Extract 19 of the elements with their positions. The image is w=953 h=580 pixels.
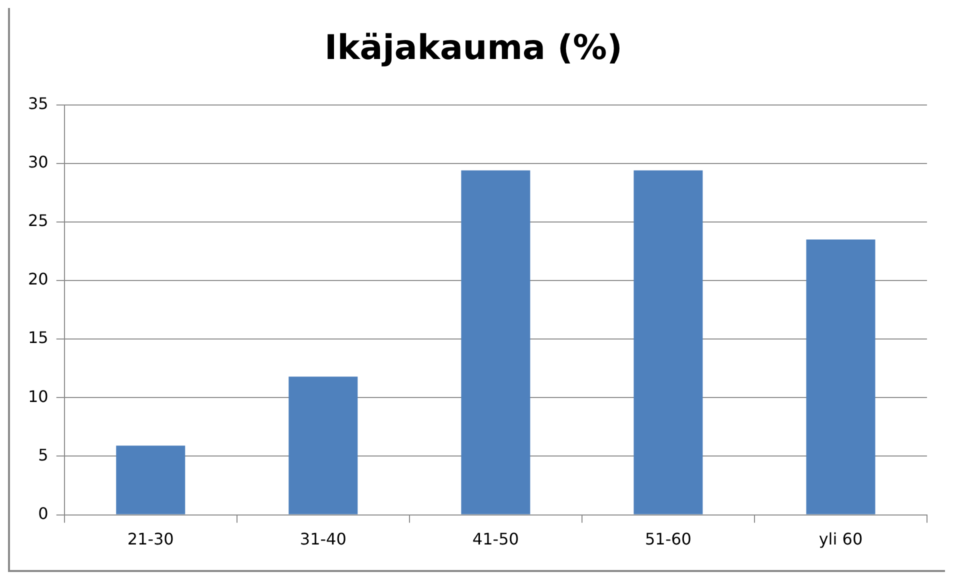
y-tick-label: 35: [28, 94, 48, 113]
y-tick-label: 30: [28, 152, 48, 172]
y-tick-label: 0: [38, 504, 48, 523]
x-tick-label: 21-30: [127, 530, 174, 549]
y-tick-label: 15: [28, 328, 48, 348]
chart-title: Ikäjakauma (%): [324, 28, 622, 68]
y-tick-label: 5: [38, 445, 48, 464]
bar: [461, 170, 530, 514]
x-tick-label: 31-40: [300, 530, 346, 549]
y-tick-label: 25: [28, 211, 48, 230]
y-tick-label: 20: [28, 270, 48, 289]
x-tick-label: 51-60: [644, 530, 692, 549]
bar: [634, 170, 703, 514]
bar: [288, 376, 358, 514]
y-tick-label: 10: [28, 386, 48, 406]
x-tick-label: yli 60: [818, 530, 863, 549]
bar: [806, 240, 876, 514]
x-tick-label: 41-50: [472, 530, 519, 549]
bar: [116, 446, 186, 514]
